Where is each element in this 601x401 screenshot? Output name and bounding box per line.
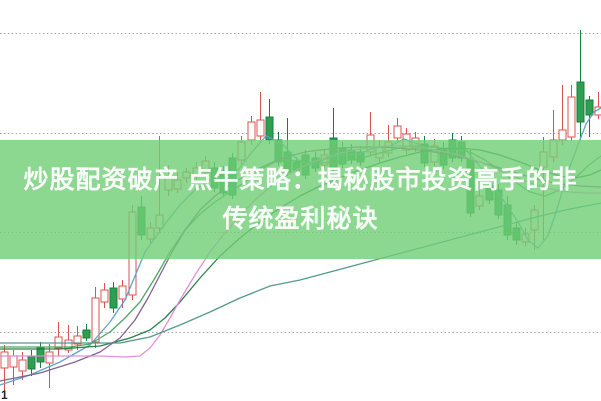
candle-body <box>256 119 265 137</box>
candle-body <box>18 359 27 372</box>
headline-line-1: 炒股配资破产 点牛策略：揭秘股市投资高手的非 <box>23 165 578 194</box>
headline-line-2: 传统盈利秘诀 <box>222 204 379 233</box>
candle-body <box>585 99 594 116</box>
axis-label-bottom-left: 1 <box>1 388 8 401</box>
candle-body <box>100 289 109 303</box>
candle-body <box>393 125 402 139</box>
candle-body <box>27 355 36 370</box>
candle-body <box>64 339 73 351</box>
candle-body <box>45 351 54 364</box>
candle-body <box>118 285 127 300</box>
candle-body <box>82 329 91 339</box>
candle-body <box>0 351 9 369</box>
candle-body <box>9 355 18 368</box>
candle-body <box>73 335 82 345</box>
candle-body <box>576 81 585 123</box>
candle-body <box>91 297 100 343</box>
candle-body <box>109 287 118 309</box>
candle-body <box>36 347 45 363</box>
candle-body <box>567 96 576 138</box>
headline-overlay: 炒股配资破产 点牛策略：揭秘股市投资高手的非 传统盈利秘诀 <box>0 140 601 259</box>
candle-body <box>558 129 567 141</box>
candle-body <box>247 121 256 141</box>
